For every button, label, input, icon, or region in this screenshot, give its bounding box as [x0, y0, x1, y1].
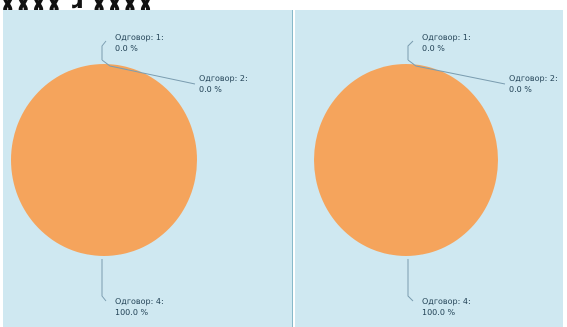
- pie-label-2: Одговор: 2:: [509, 74, 558, 83]
- right-chart-panel: Одговор: 1: 0.0 % Одговор: 2: 0.0 % Одговор:…: [295, 10, 563, 327]
- pie-value-label-1: 0.0 %: [115, 44, 138, 53]
- right-page-edge: [563, 10, 567, 327]
- pie-label-1: Одговор: 1:: [422, 33, 471, 42]
- pie-slice-answer-4: [11, 64, 197, 256]
- pie-leader-line-2: [407, 59, 506, 85]
- right-pie-chart: Одговор: 1: 0.0 % Одговор: 2: 0.0 % Одговор:…: [314, 33, 558, 317]
- left-pie-chart: Одговор: 1: 0.0 % Одговор: 2: 0.0 % Одговор:…: [11, 33, 248, 317]
- pie-leader-line-2: [101, 59, 196, 85]
- pie-slice-answer-4: [314, 64, 498, 256]
- pie-leader-line-1: [101, 40, 107, 60]
- top-cropped-heading: ɣɣɣɣ ɹ ɣɣɣɣ: [0, 0, 153, 10]
- pie-value-label-3: 100.0 %: [422, 308, 455, 317]
- pie-leader-line-3: [101, 259, 107, 302]
- pie-value-label-2: 0.0 %: [509, 85, 532, 94]
- left-chart-panel: Одговор: 1: 0.0 % Одговор: 2: 0.0 % Одговор:…: [3, 10, 293, 327]
- pie-value-label-3: 100.0 %: [115, 308, 148, 317]
- pie-label-3: Одговор: 4:: [422, 297, 471, 306]
- pie-label-1: Одговор: 1:: [115, 33, 164, 42]
- pie-value-label-1: 0.0 %: [422, 44, 445, 53]
- pie-leader-line-1: [407, 40, 414, 60]
- pie-leader-line-3: [407, 259, 414, 302]
- pie-label-2: Одговор: 2:: [199, 74, 248, 83]
- pie-value-label-2: 0.0 %: [199, 85, 222, 94]
- pie-label-3: Одговор: 4:: [115, 297, 164, 306]
